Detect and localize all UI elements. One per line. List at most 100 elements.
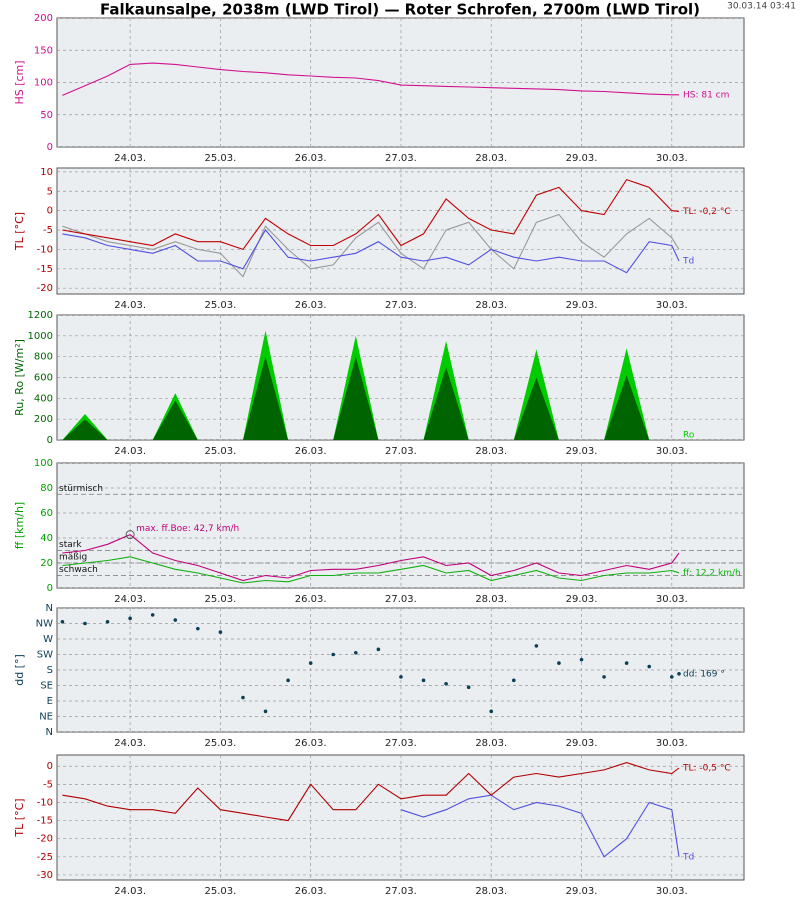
point	[218, 630, 223, 634]
y-tick-label: 0	[47, 761, 53, 772]
x-tick-label: 30.03.	[656, 446, 688, 457]
y-tick-label: S	[47, 665, 53, 676]
level-label: stürmisch	[59, 484, 103, 494]
point	[602, 675, 606, 679]
point	[399, 675, 403, 679]
x-tick-label: 26.03.	[295, 300, 327, 311]
x-tick-label: 24.03.	[114, 886, 146, 897]
point	[647, 664, 652, 669]
x-tick-label: 28.03.	[475, 886, 507, 897]
y-tick-label: E	[47, 696, 53, 707]
y-axis-title: TL [°C]	[13, 212, 26, 251]
x-tick-label: 28.03.	[475, 153, 507, 164]
x-tick-label: 27.03.	[385, 594, 417, 605]
y-axis-title: TL [°C]	[13, 798, 26, 837]
y-tick-label: 150	[34, 45, 53, 56]
y-tick-label: -15	[37, 816, 53, 827]
area	[62, 356, 679, 440]
series-label: Ro	[683, 431, 695, 441]
level-label: mäßig	[59, 553, 87, 563]
annotation: max. ff.Boe: 42,7 km/h	[136, 524, 239, 534]
series-label: ff: 12,2 km/h	[683, 568, 741, 578]
x-tick-label: 28.03.	[475, 594, 507, 605]
page-title: Falkaunsalpe, 2038m (LWD Tirol) — Roter …	[100, 1, 700, 19]
y-tick-label: -30	[37, 870, 53, 881]
x-tick-label: 24.03.	[114, 446, 146, 457]
point	[624, 661, 629, 665]
y-tick-label: 1200	[28, 310, 53, 321]
y-tick-label: 100	[34, 458, 53, 469]
line	[400, 794, 680, 858]
y-tick-label: -15	[37, 264, 53, 275]
point	[489, 709, 494, 714]
x-tick-label: 25.03.	[204, 300, 236, 311]
point	[557, 661, 561, 665]
y-axis-title: dd [°]	[13, 654, 26, 686]
point	[150, 613, 155, 617]
y-tick-label: 0	[47, 583, 53, 594]
y-tick-label: SE	[40, 681, 53, 692]
point	[669, 675, 674, 679]
point	[196, 626, 200, 631]
point	[354, 650, 358, 655]
y-tick-label: 800	[34, 352, 53, 363]
timestamp: 30.03.14 03:41	[727, 2, 796, 12]
plot-layer	[57, 18, 744, 147]
plot-layer	[57, 463, 744, 588]
y-tick-label: NE	[39, 712, 53, 723]
plot-layer	[57, 168, 744, 294]
series-label: Td	[682, 257, 694, 267]
plot-area	[56, 167, 745, 295]
y-tick-label: N	[46, 603, 53, 614]
point	[534, 644, 539, 648]
series-label: Td	[682, 852, 694, 862]
x-tick-label: 24.03.	[114, 153, 146, 164]
y-axis-title: ff [km/h]	[13, 502, 26, 549]
x-tick-label: 26.03.	[295, 886, 327, 897]
y-tick-label: 0	[47, 142, 53, 153]
x-tick-label: 29.03.	[566, 594, 598, 605]
x-tick-label: 30.03.	[656, 594, 688, 605]
point	[263, 709, 268, 714]
line	[62, 213, 680, 278]
y-axis-title: HS [cm]	[13, 60, 26, 104]
y-tick-label: 200	[34, 414, 53, 425]
point	[128, 616, 132, 621]
y-tick-label: -20	[37, 834, 53, 845]
x-tick-label: 29.03.	[566, 886, 598, 897]
y-tick-label: -20	[37, 283, 53, 294]
x-tick-label: 24.03.	[114, 738, 146, 749]
line	[62, 556, 680, 584]
y-tick-label: 0	[47, 206, 53, 217]
y-tick-label: 200	[34, 13, 53, 24]
line	[62, 62, 679, 96]
line	[62, 762, 680, 822]
y-tick-label: 400	[34, 393, 53, 404]
y-tick-label: 20	[40, 558, 53, 569]
y-tick-label: -10	[37, 244, 53, 255]
point	[308, 661, 313, 665]
max-marker	[125, 530, 135, 540]
y-tick-label: -5	[43, 225, 53, 236]
plot-area	[56, 462, 745, 589]
x-tick-label: 26.03.	[295, 153, 327, 164]
point	[173, 618, 178, 622]
x-tick-label: 27.03.	[385, 446, 417, 457]
point	[444, 681, 448, 686]
x-tick-label: 24.03.	[114, 594, 146, 605]
plot-layer	[57, 755, 744, 880]
y-tick-label: 10	[40, 167, 53, 178]
y-tick-label: 80	[40, 483, 53, 494]
y-tick-label: SW	[37, 650, 53, 661]
x-tick-label: 24.03.	[114, 300, 146, 311]
series-label: dd: 169 °	[683, 669, 725, 679]
level-label: stark	[59, 540, 82, 550]
point	[241, 695, 245, 700]
x-tick-label: 29.03.	[566, 446, 598, 457]
x-tick-label: 26.03.	[295, 594, 327, 605]
y-tick-label: -25	[37, 852, 53, 863]
x-tick-label: 27.03.	[385, 153, 417, 164]
x-tick-label: 25.03.	[204, 153, 236, 164]
y-tick-label: 100	[34, 78, 53, 89]
y-tick-label: 5	[47, 186, 53, 197]
